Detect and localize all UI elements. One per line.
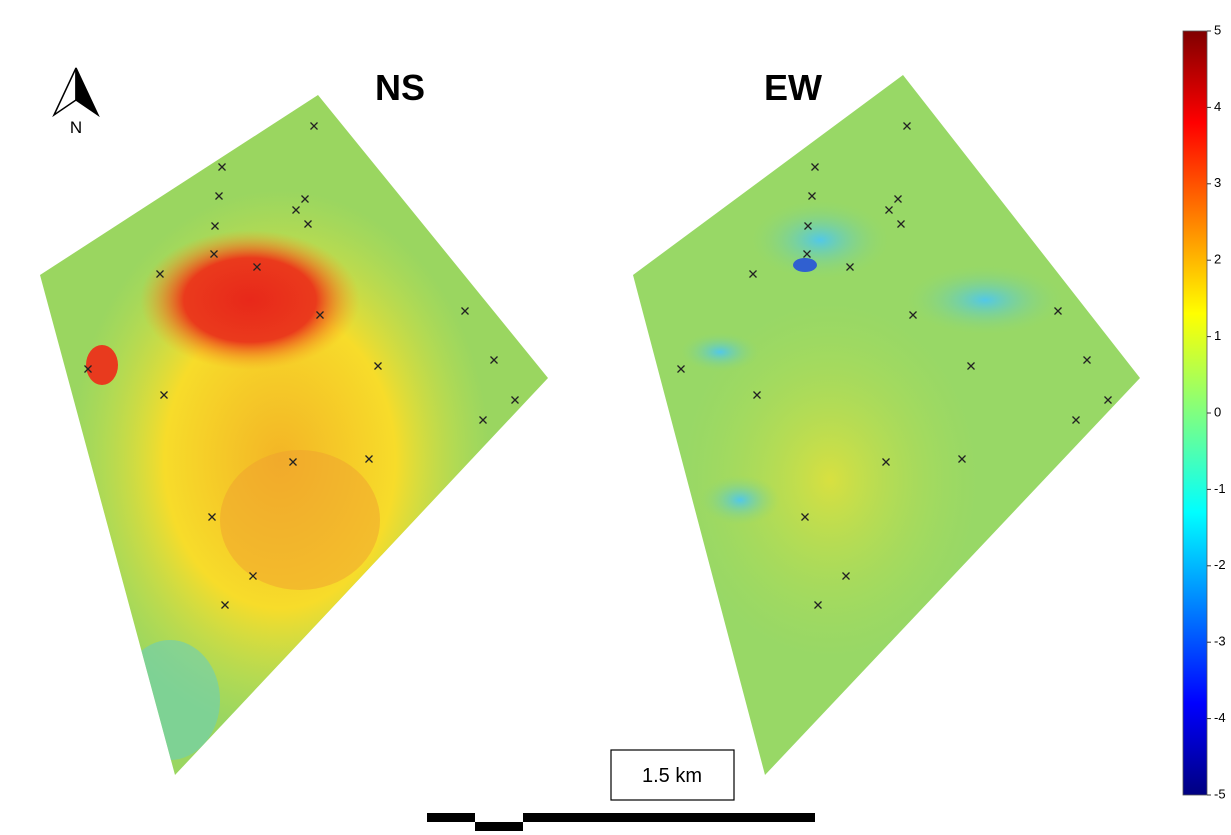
north-arrow: N (54, 68, 98, 137)
colorbar-tick-label: -1 (1214, 481, 1226, 496)
panel-title: NS (375, 67, 425, 108)
scale-bar: 1.5 km (427, 750, 815, 831)
colorbar-tick-label: 3 (1214, 175, 1221, 190)
colorbar-tick-label: -2 (1214, 557, 1226, 572)
ns-map (30, 80, 560, 790)
colorbar-tick-label: 4 (1214, 99, 1221, 114)
colorbar: 5 4 3 2 1 0 -1 -2 -3 -4 -5 (1183, 22, 1226, 801)
scale-label: 1.5 km (642, 765, 702, 787)
colorbar-tick-label: 0 (1214, 404, 1221, 419)
colorbar-tick-label: -5 (1214, 786, 1226, 801)
colorbar-tick-label: -4 (1214, 710, 1226, 725)
panel-title: EW (764, 67, 822, 108)
colorbar-tick-label: -3 (1214, 634, 1226, 649)
north-label: N (70, 118, 82, 137)
figure: NS EW N 1.5 km 5 4 3 2 1 0 -1 -2 -3 -4 -5 (0, 0, 1231, 835)
colorbar-tick-label: 5 (1214, 22, 1221, 37)
colorbar-tick-label: 1 (1214, 328, 1221, 343)
ew-map (620, 60, 1150, 790)
colorbar-tick-label: 2 (1214, 252, 1221, 267)
